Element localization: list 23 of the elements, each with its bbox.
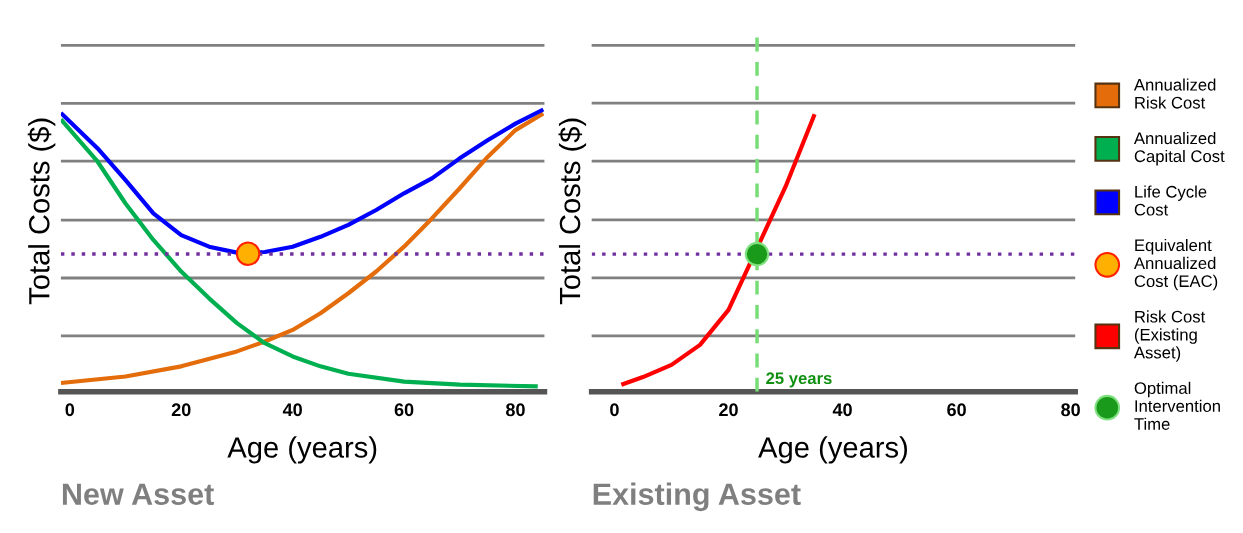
text: Existing Asset (593, 482, 801, 512)
x-tick-label: 40 (282, 403, 302, 417)
x-tick-label: 40 (832, 403, 852, 417)
legend-label: Optimal Intervention Time (1134, 381, 1220, 430)
legend-label: Annualized Risk Cost (1133, 78, 1216, 109)
x-tick-label: 20 (719, 403, 738, 417)
x-tick-label: 0 (610, 403, 619, 417)
x-tick-label: 80 (506, 403, 525, 417)
legend-label: Annualized Capital Cost (1133, 131, 1225, 166)
legend-label: Life Cycle Cost (1134, 185, 1207, 216)
x-tick-label: 60 (394, 403, 414, 417)
legend-label: Equivalent Annualized Cost (EAC) (1133, 238, 1218, 291)
legend-label: Risk Cost (Existing Asset) (1133, 310, 1206, 362)
y-axis-title: Total Costs ($) (558, 118, 587, 305)
x-tick-label: 0 (65, 403, 75, 417)
x-axis-title: Age (years) (227, 436, 377, 464)
ref-line-label: 25 years (766, 372, 832, 388)
y-axis-title: Total Costs ($) (27, 118, 56, 305)
x-axis-title: Age (years) (758, 436, 907, 464)
text: New Asset (62, 483, 214, 505)
x-tick-label: 20 (171, 403, 191, 417)
x-tick-label: 80 (1061, 403, 1080, 417)
x-tick-label: 60 (947, 403, 966, 417)
